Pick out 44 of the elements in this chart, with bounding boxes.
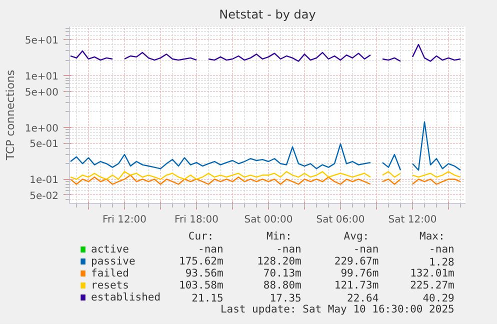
text: Cur: xyxy=(188,230,214,242)
text: 70.13m xyxy=(263,268,302,280)
x-tick-label: Fri 18:00 xyxy=(174,214,218,226)
text: 128.20m xyxy=(257,256,302,268)
text: -nan xyxy=(198,244,224,256)
y-tick-label: 5e+00 xyxy=(24,87,59,98)
y-tick-label: 1e+01 xyxy=(24,72,59,83)
text: -nan xyxy=(353,244,379,256)
legend-label: established xyxy=(91,292,161,304)
text: 225.27m xyxy=(410,280,454,292)
text: 40.29 xyxy=(422,292,454,304)
text: 21.15 xyxy=(192,292,224,304)
text: 229.67m xyxy=(334,256,379,268)
x-tick-label: Sat 12:00 xyxy=(388,214,437,226)
text: Max: xyxy=(420,230,445,242)
y-tick-label: 5e+01 xyxy=(24,35,59,46)
text: 1.28 xyxy=(429,256,454,268)
text: 17.35 xyxy=(270,292,302,304)
x-tick-label: Fri 12:00 xyxy=(102,214,146,226)
x-tick-label: Sat 06:00 xyxy=(316,214,365,226)
text: 88.80m xyxy=(263,280,302,292)
y-axis-title: TCP connections xyxy=(4,70,17,162)
text: 99.76m xyxy=(340,268,379,280)
text: 175.62m xyxy=(179,256,224,268)
y-tick-label: 1e-01 xyxy=(30,175,59,186)
text: -nan xyxy=(276,244,302,256)
text: 103.58m xyxy=(179,280,224,292)
text: Min: xyxy=(266,230,292,242)
text: 121.73m xyxy=(334,280,379,292)
text: 93.56m xyxy=(185,268,224,280)
text: -nan xyxy=(429,244,454,256)
y-tick-label: 5e-02 xyxy=(30,190,59,202)
legend-label: failed xyxy=(91,268,129,280)
text: 132.01m xyxy=(410,268,454,280)
y-tick-label: 5e-01 xyxy=(30,139,59,150)
y-tick-label: 1e+00 xyxy=(24,123,59,134)
legend-label: passive xyxy=(91,256,136,268)
legend-label: active xyxy=(91,244,129,256)
legend-label: resets xyxy=(91,280,129,292)
chart-title: Netstat - by day xyxy=(219,8,316,22)
x-tick-label: Sat 00:00 xyxy=(244,214,293,226)
text: Last update: Sat May 10 16:30:00 2025 xyxy=(220,304,454,316)
text: 22.64 xyxy=(347,292,379,304)
text: Avg: xyxy=(344,230,370,242)
